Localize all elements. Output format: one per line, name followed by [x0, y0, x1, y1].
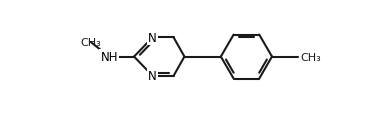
Text: CH₃: CH₃ — [80, 38, 101, 48]
Text: N: N — [148, 32, 157, 44]
Text: N: N — [148, 70, 157, 83]
Text: CH₃: CH₃ — [300, 52, 321, 62]
Text: NH: NH — [101, 51, 118, 64]
